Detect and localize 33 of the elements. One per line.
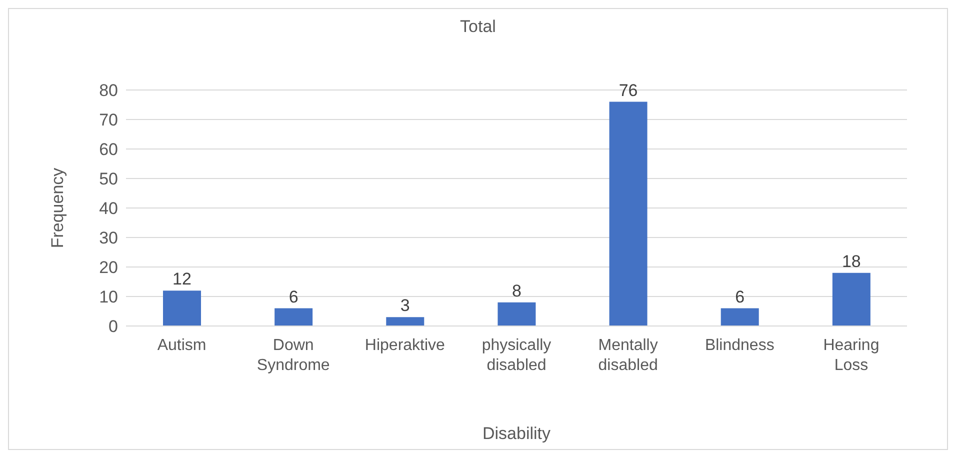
data-label: 6 xyxy=(288,287,298,306)
bar xyxy=(498,302,536,326)
bar xyxy=(609,102,648,326)
y-tick-label: 10 xyxy=(99,288,118,307)
chart-title: Total xyxy=(459,17,497,37)
x-tick-label: Hearing Loss xyxy=(823,337,880,374)
y-tick-label: 60 xyxy=(99,140,118,160)
data-label: 6 xyxy=(735,287,745,306)
data-label: 12 xyxy=(172,270,192,289)
data-label: 18 xyxy=(842,252,861,271)
x-tick-label: Mentally disabled xyxy=(598,337,658,374)
x-tick-label: physically disabled xyxy=(482,337,552,374)
y-axis-title: Frequency xyxy=(48,167,68,248)
bar xyxy=(832,272,870,326)
data-label: 8 xyxy=(512,281,522,300)
x-tick-label: Autism xyxy=(157,337,206,354)
y-tick-label: 20 xyxy=(99,258,118,278)
bar xyxy=(720,308,759,326)
x-tick-label: Hiperaktive xyxy=(364,337,446,354)
bar xyxy=(274,308,313,326)
y-tick-label: 80 xyxy=(99,81,118,100)
data-label: 76 xyxy=(618,80,638,100)
x-tick-label: Blindness xyxy=(704,337,774,354)
y-tick-label: 50 xyxy=(99,170,118,189)
data-label: 3 xyxy=(400,296,410,316)
bar xyxy=(386,317,424,326)
x-axis-title: Disability xyxy=(482,424,551,443)
x-tick-label: Down Syndrome xyxy=(256,337,330,374)
y-tick-label: 40 xyxy=(99,199,118,218)
y-tick-label: 30 xyxy=(99,228,118,248)
y-tick-label: 0 xyxy=(108,317,118,336)
y-tick-label: 70 xyxy=(99,110,118,130)
bar xyxy=(163,290,201,326)
